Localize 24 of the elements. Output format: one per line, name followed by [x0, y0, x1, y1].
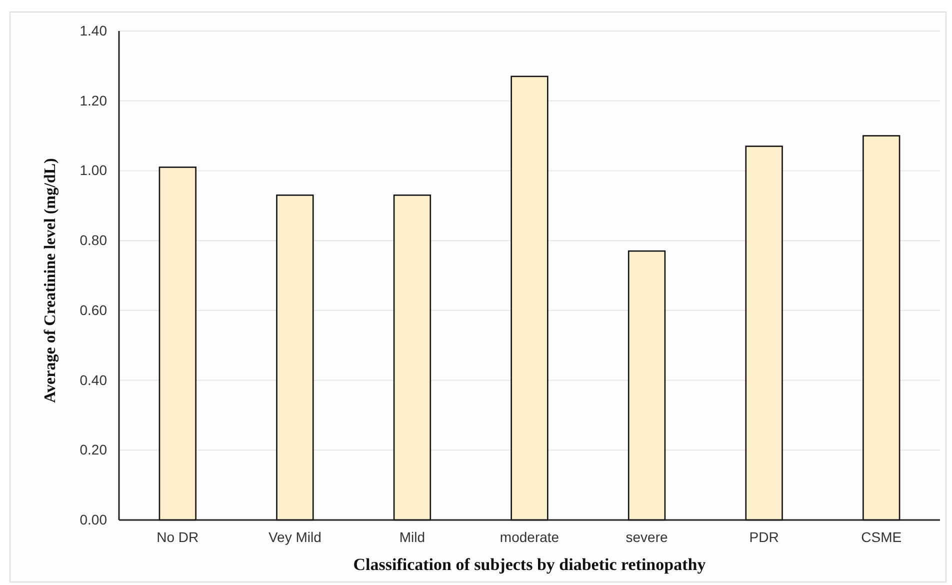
x-tick-label: Mild — [399, 528, 426, 545]
y-tick-label: 1.20 — [80, 92, 108, 108]
y-tick-label: 0.20 — [80, 442, 108, 458]
x-tick-label: No DR — [156, 528, 199, 545]
x-axis-title: Classification of subjects by diabetic retinopathy — [353, 555, 706, 574]
bar — [862, 135, 900, 521]
x-tick-label: CSME — [861, 528, 902, 545]
y-tick-label: 0.40 — [80, 372, 108, 388]
bar — [393, 194, 432, 521]
y-tick-label: 0.80 — [80, 232, 108, 248]
y-tick-label: 1.40 — [80, 22, 108, 38]
x-tick-label: PDR — [749, 528, 779, 545]
bar — [276, 194, 314, 521]
x-tick-label: Vey Mild — [268, 528, 322, 545]
bar — [158, 166, 196, 521]
y-tick-label: 0.00 — [80, 511, 108, 528]
y-tick-label: 1.00 — [80, 162, 108, 178]
x-tick-label: severe — [626, 528, 668, 545]
bar — [628, 250, 666, 521]
y-tick-label: 0.60 — [80, 302, 108, 318]
y-axis-title: Average of Creatinine level (mg/dL) — [42, 158, 59, 403]
x-tick-label: moderate — [500, 528, 560, 545]
bar — [510, 76, 548, 521]
bar — [745, 146, 783, 521]
